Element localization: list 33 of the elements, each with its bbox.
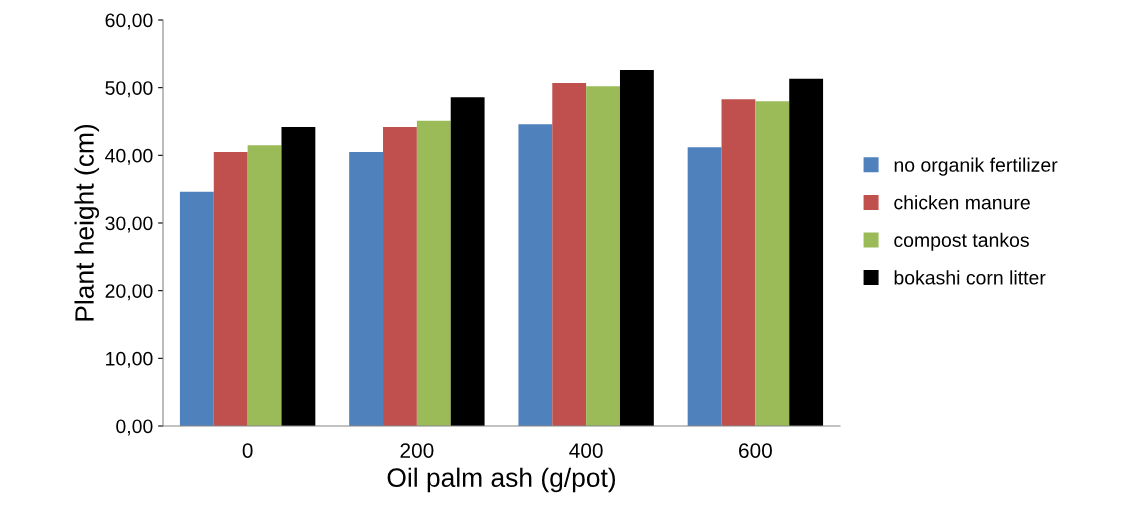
- x-tick-label: 0: [242, 443, 253, 458]
- bar: [586, 86, 620, 426]
- legend-label: chicken manure: [894, 195, 1030, 210]
- bar: [213, 151, 248, 426]
- x-tick-label: 600: [739, 443, 772, 458]
- bar: [349, 151, 384, 426]
- y-tick-label: 0,00: [116, 419, 153, 436]
- x-tick-label: 400: [569, 443, 603, 458]
- bar: [552, 82, 587, 426]
- y-tick-label: 30,00: [105, 216, 153, 233]
- legend-label: no organik fertilizer: [894, 157, 1058, 176]
- y-tick-label: 50,00: [105, 81, 153, 98]
- bar: [383, 126, 417, 426]
- legend-label: compost tankos: [894, 232, 1029, 251]
- y-axis-title: Plant height (cm): [74, 124, 100, 321]
- y-tick-label: 10,00: [106, 351, 153, 368]
- y-tick-label: 20,00: [105, 284, 153, 301]
- bar: [687, 147, 722, 426]
- x-axis-title: Oil palm ash (g/pot): [387, 467, 615, 493]
- bar: [281, 126, 316, 426]
- bar: [755, 101, 790, 426]
- x-tick-label: 200: [400, 443, 434, 458]
- y-tick-label: 60,00: [105, 13, 153, 30]
- legend-label: bokashi corn litter: [894, 270, 1046, 285]
- bar: [416, 120, 451, 426]
- bar: [721, 99, 756, 426]
- bar: [619, 70, 654, 426]
- bar: [450, 97, 485, 426]
- bar: [179, 191, 214, 426]
- bar: [789, 78, 824, 426]
- y-tick-label: 40,00: [105, 148, 153, 165]
- bar: [247, 145, 282, 426]
- bar: [518, 124, 553, 426]
